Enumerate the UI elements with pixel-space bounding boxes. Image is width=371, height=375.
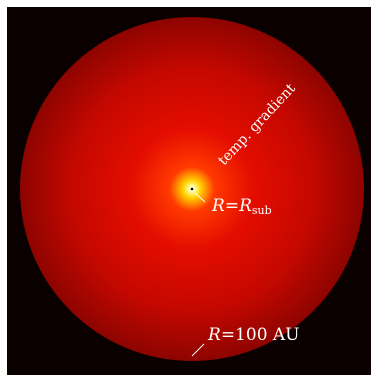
- outer-value: =100 AU: [221, 325, 300, 345]
- inner-R: R: [211, 196, 225, 216]
- outer-boundary-label: R=100 AU: [207, 325, 300, 345]
- inner-eq: =: [225, 196, 239, 216]
- inner-Rsub-subscript: sub: [252, 204, 272, 217]
- outer-R: R: [207, 325, 221, 345]
- inner-boundary-pointer: [194, 192, 206, 203]
- inner-Rsub-base: R: [238, 196, 252, 216]
- outer-boundary-pointer: [191, 343, 205, 357]
- central-source: [190, 187, 194, 191]
- inner-boundary-label: R=Rsub: [211, 196, 272, 217]
